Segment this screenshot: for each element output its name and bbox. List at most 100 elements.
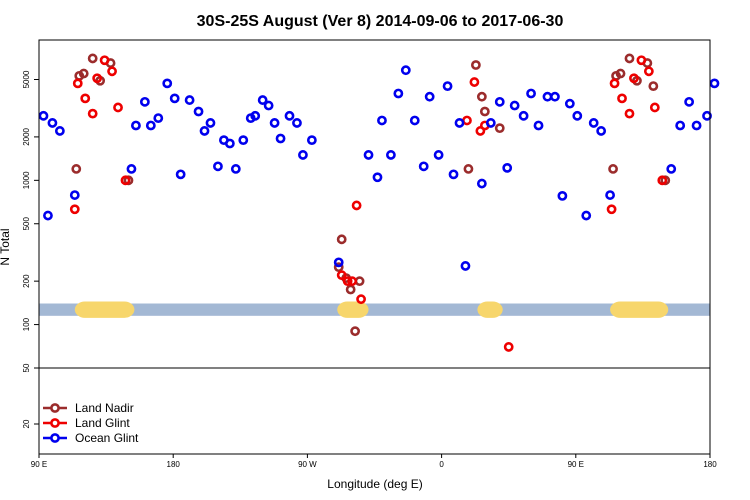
y-axis: 20 50 100 200 500 1000 2000 5000 (22, 70, 39, 428)
plot-frame (38, 39, 711, 455)
land-glint-point (120, 175, 131, 186)
land-glint-point (92, 73, 103, 84)
legend-marker-ocean-glint (50, 433, 60, 443)
land-nadir-point (624, 53, 635, 64)
land-nadir-point (354, 276, 365, 287)
x-tick-label: 180 (703, 460, 717, 469)
ocean-glint-point (550, 91, 560, 102)
ocean-glint-point (557, 190, 568, 201)
land-nadir-point (648, 81, 659, 92)
ocean-glint-point (153, 113, 164, 124)
y-tick-label: 200 (22, 274, 31, 288)
land-glint-point (342, 276, 353, 287)
x-axis-label: Longitude (deg E) (327, 477, 422, 491)
ocean-glint-point (476, 178, 487, 189)
land-glint-point (99, 55, 110, 66)
ocean-glint-point (199, 126, 210, 136)
land-glint-point (606, 204, 617, 215)
x-axis: 90 E 180 90 W 0 90 E 180 (31, 454, 717, 469)
ocean-glint-point (581, 210, 592, 221)
ocean-glint-point (126, 164, 137, 174)
land-glint-point (624, 108, 635, 119)
x-tick-label: 180 (167, 460, 181, 469)
land-glint-point (469, 77, 480, 87)
ocean-glint-point (238, 135, 249, 146)
ocean-glint-point (224, 138, 235, 149)
legend-label-land-glint: Land Glint (75, 416, 130, 430)
ocean-glint-point (596, 126, 607, 136)
ocean-glint-point (372, 172, 383, 183)
land-glint-point (69, 204, 80, 215)
ocean-glint-point (292, 118, 302, 128)
ocean-glint-point (526, 88, 536, 99)
land-glint-point (629, 73, 639, 84)
ocean-glint-point (494, 96, 505, 107)
land-glint-point (657, 175, 668, 186)
ocean-glint-point (564, 98, 575, 109)
ocean-glint-point (205, 118, 216, 128)
legend-marker-land-glint (50, 418, 60, 428)
ocean-glint-point (263, 100, 274, 111)
land-glint-point (617, 93, 627, 104)
ocean-glint-point (702, 110, 712, 121)
ocean-glint-point (275, 133, 286, 144)
land-glint-point (72, 78, 83, 89)
ocean-glint-point (145, 120, 156, 131)
land-nadir-point (479, 106, 490, 117)
y-axis-label: N Total (0, 228, 12, 265)
ocean-glint-point (400, 65, 411, 76)
land-glint-point (351, 200, 362, 211)
land-glint-point (107, 66, 117, 77)
ocean-band (39, 303, 710, 316)
y-tick-label: 500 (22, 217, 31, 231)
land-nadir-point (87, 53, 98, 64)
ocean-glint-point (193, 106, 204, 117)
ocean-glint-point (386, 150, 396, 160)
land-glint-point (609, 78, 620, 89)
land-nadir-point (345, 284, 356, 295)
y-tick-label: 5000 (22, 70, 31, 88)
ocean-glint-point (454, 118, 465, 128)
ocean-glint-point (213, 161, 223, 172)
ocean-glint-point (448, 169, 459, 180)
y-tick-label: 1000 (22, 171, 31, 189)
ocean-glint-point (605, 190, 615, 200)
land-glint-point (87, 108, 98, 119)
ocean-glint-point (377, 115, 387, 126)
legend-label-land-nadir: Land Nadir (75, 401, 134, 415)
legend-label-ocean-glint: Ocean Glint (75, 431, 139, 445)
y-tick-label: 100 (22, 317, 31, 331)
ocean-glint-point (298, 150, 308, 160)
ocean-glint-point (485, 118, 496, 128)
ocean-glint-point (139, 96, 150, 107)
land-nadir-point (476, 91, 487, 102)
chart-title: 30S-25S August (Ver 8) 2014-09-06 to 201… (197, 13, 564, 30)
ocean-glint-point (460, 261, 471, 271)
land-nadir-point (494, 123, 505, 134)
ocean-glint-point (533, 120, 544, 131)
ocean-glint-point (230, 164, 241, 174)
land-glint-point (462, 115, 472, 126)
y-tick-label: 50 (22, 363, 31, 372)
ocean-glint-point (709, 78, 720, 89)
ocean-glint-point (169, 93, 180, 104)
ocean-glint-point (572, 110, 583, 121)
ocean-glint-point (518, 110, 529, 121)
land-glint-point (649, 102, 660, 113)
land-glint-point (336, 270, 347, 281)
ocean-glint-point (47, 118, 58, 128)
ocean-glint-point (666, 164, 677, 174)
y-tick-label: 20 (22, 419, 31, 428)
ocean-glint-point (418, 161, 429, 172)
land-band-segment (610, 301, 669, 318)
ocean-glint-point (250, 110, 261, 121)
x-tick-label: 0 (439, 460, 444, 469)
land-glint-point (80, 93, 91, 104)
ocean-glint-point (69, 190, 80, 200)
land-glint-point (356, 294, 366, 305)
ocean-glint-point (184, 95, 195, 105)
land-nadir-point (470, 60, 481, 70)
x-tick-label: 90 E (31, 460, 47, 469)
